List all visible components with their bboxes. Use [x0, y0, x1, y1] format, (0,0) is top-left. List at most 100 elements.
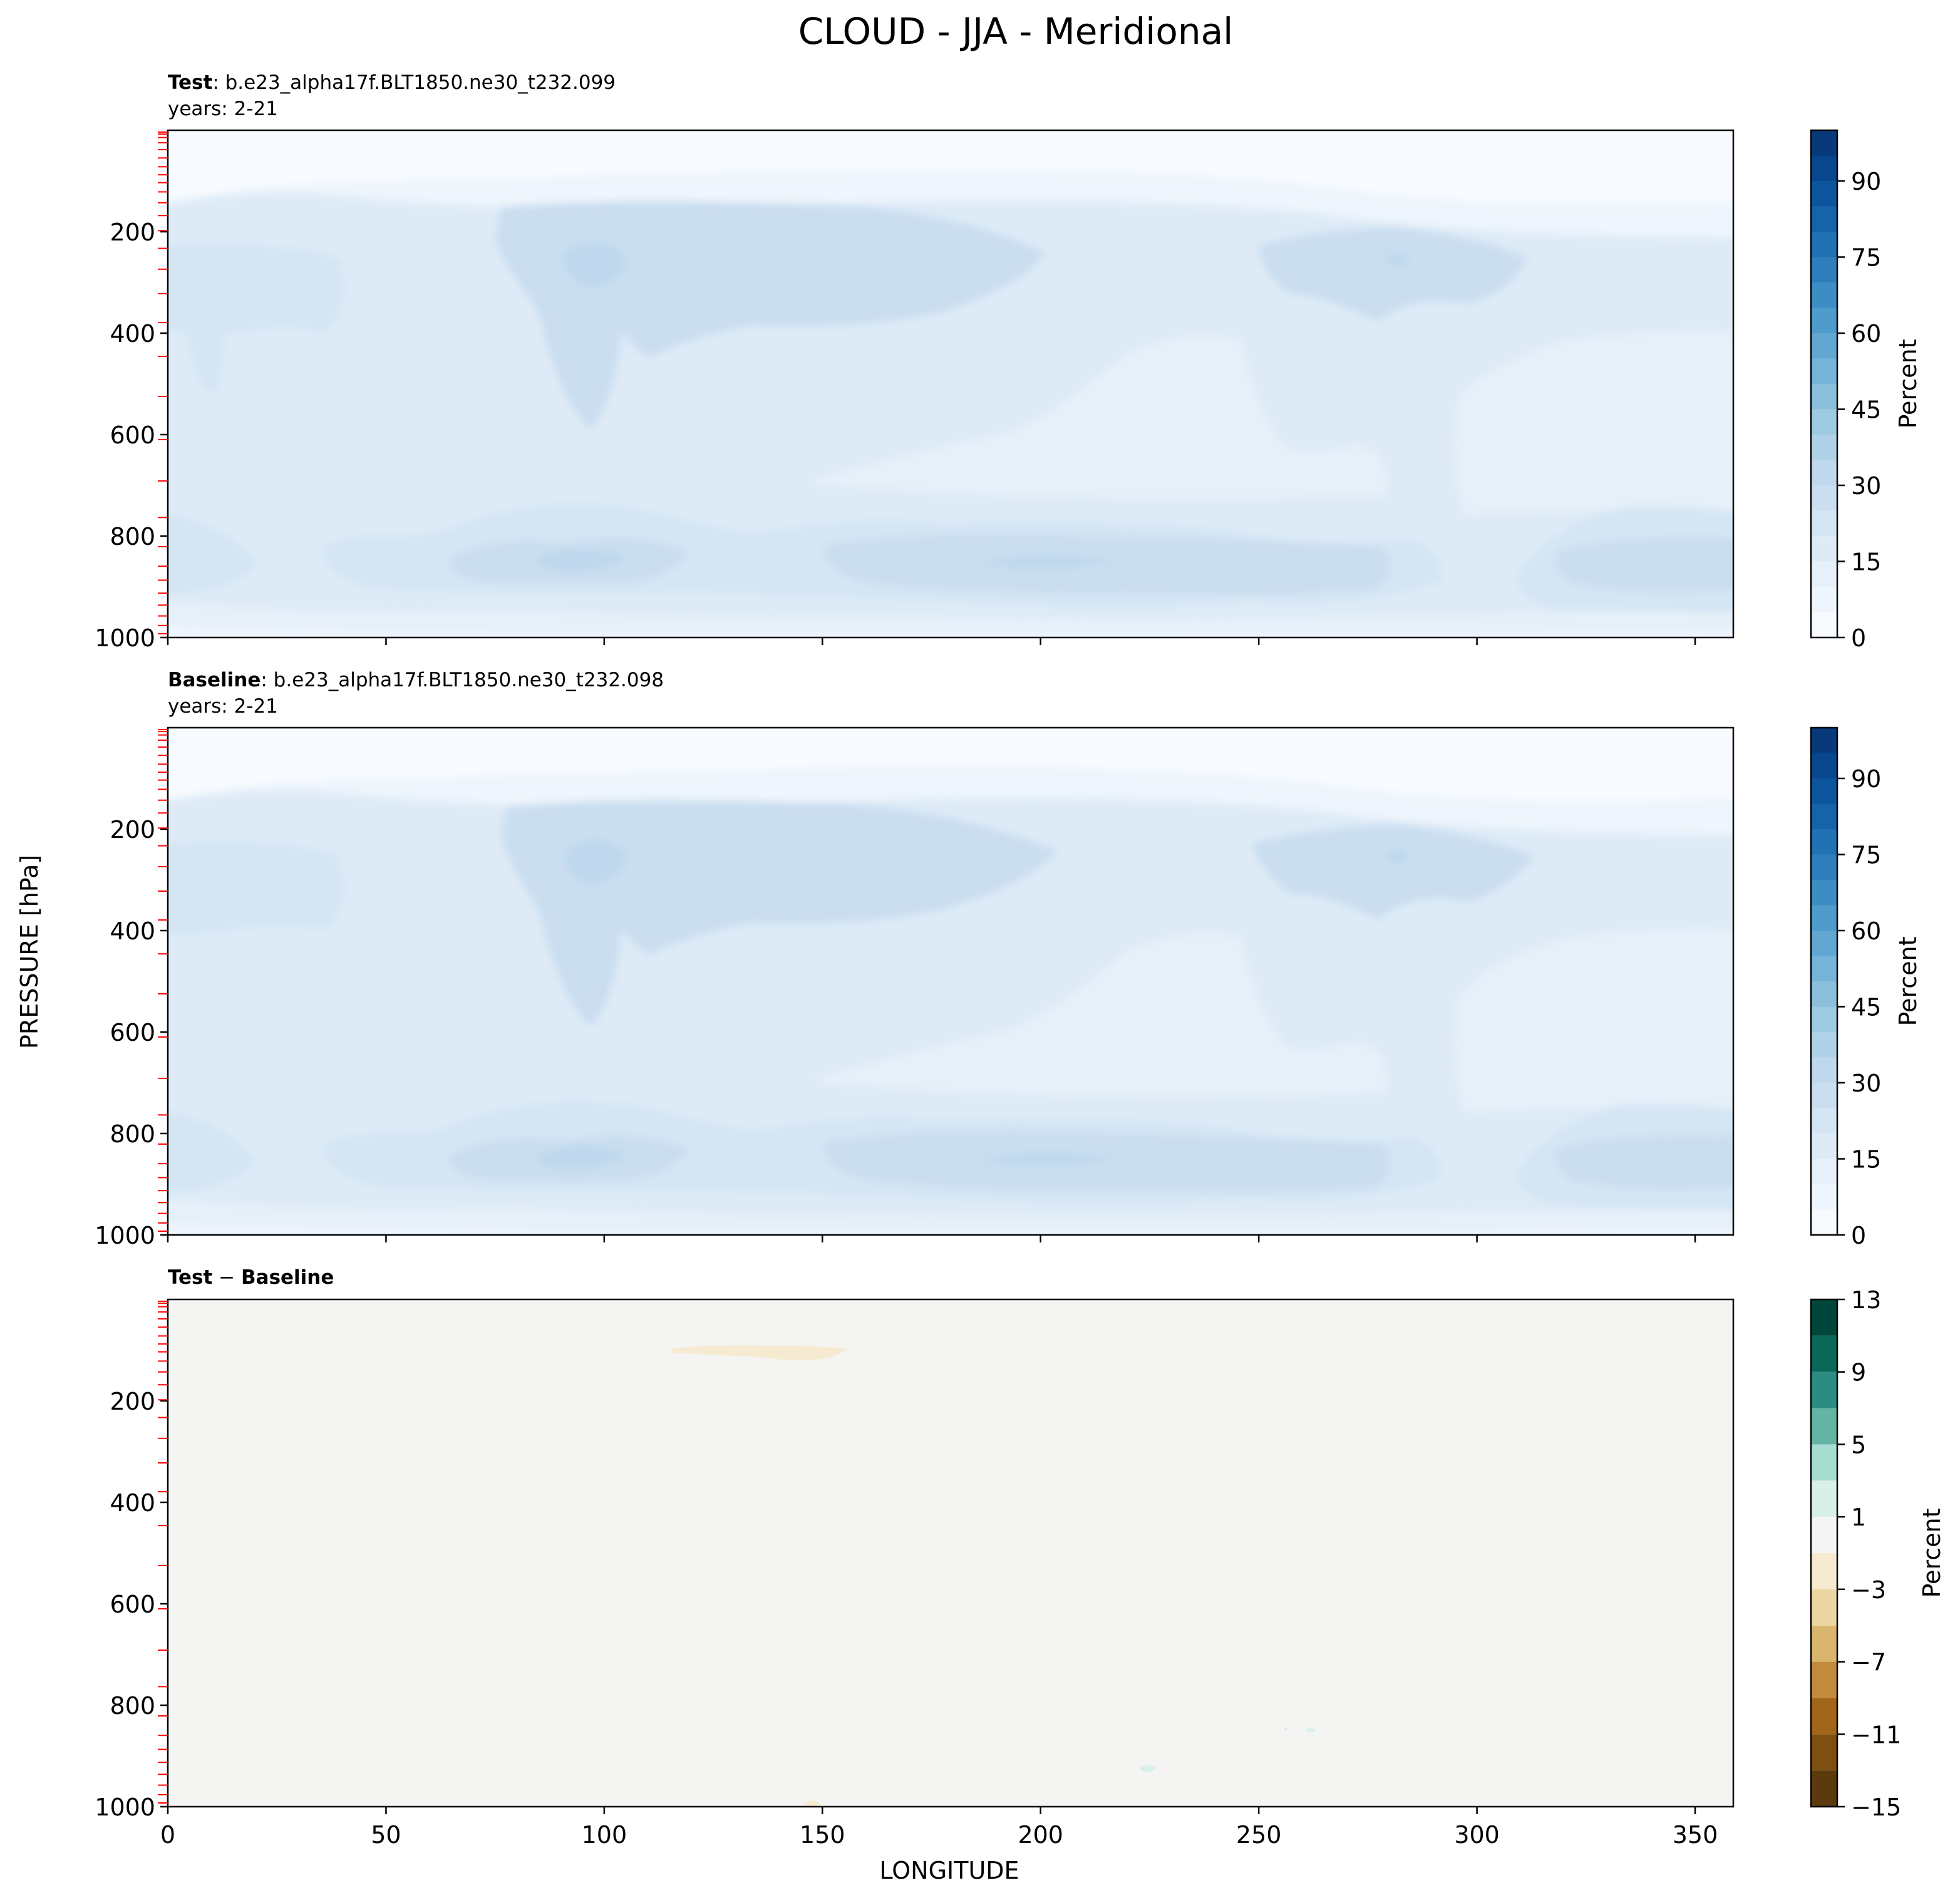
baseline-upper-120E-band — [501, 800, 1058, 1026]
difference-colorbar-band — [1811, 1734, 1837, 1771]
baseline-contours — [168, 728, 1733, 1235]
test-y-ticks: 200 400 600 800 1000 — [95, 219, 168, 652]
difference-x-tick-label: 250 — [1236, 1821, 1282, 1849]
test-title-bold: Test — [168, 71, 213, 94]
difference-colorbar-frame — [1810, 1298, 1839, 1808]
baseline-bl-core-central — [825, 1130, 1390, 1192]
baseline-panel-years: years: 2-21 — [168, 695, 278, 718]
difference-colorbar-band — [1811, 1517, 1837, 1553]
x-axis-label: LONGITUDE — [879, 1857, 1019, 1884]
baseline-colorbar-band — [1811, 1032, 1837, 1058]
difference-colorbar-band — [1811, 1335, 1837, 1372]
baseline-y-tick-label: 200 — [110, 816, 155, 844]
baseline-colorbar-band — [1811, 778, 1837, 804]
test-bl-core-central — [825, 533, 1390, 595]
difference-title-b: Baseline — [241, 1266, 334, 1289]
test-colorbar-band — [1811, 358, 1837, 384]
test-top-layer — [168, 130, 1733, 204]
difference-colorbar-tick-label: −11 — [1851, 1721, 1901, 1748]
test-colorbar-band — [1811, 612, 1837, 638]
test-title-case: : b.e23_alpha17f.BLT1850.ne30_t232.099 — [212, 71, 616, 94]
baseline-pocket-100E-250hPa — [565, 840, 626, 885]
baseline-colorbar-band — [1811, 905, 1837, 931]
baseline-surface-clear — [168, 1224, 1733, 1235]
difference-colorbar-band — [1811, 1625, 1837, 1662]
difference-x-tick-label: 200 — [1018, 1821, 1063, 1849]
baseline-colorbar-tick-label: 90 — [1851, 765, 1881, 793]
difference-panel-title: Test − Baseline — [168, 1266, 334, 1289]
difference-x-tick-label: 350 — [1673, 1821, 1718, 1849]
baseline-y-tick-label: 1000 — [95, 1222, 155, 1249]
difference-x-tick-label: 300 — [1454, 1821, 1500, 1849]
difference-colorbar-band — [1811, 1589, 1837, 1626]
baseline-bl-core-east — [1556, 1135, 1733, 1190]
test-panel-title: Test: b.e23_alpha17f.BLT1850.ne30_t232.0… — [168, 71, 616, 94]
baseline-title-case: : b.e23_alpha17f.BLT1850.ne30_t232.098 — [260, 669, 664, 691]
difference-anomaly-upper-negative — [670, 1345, 847, 1361]
test-colorbar-band — [1811, 155, 1837, 181]
baseline-mid-east-dry-zone — [1455, 930, 1733, 1111]
test-colorbar-band — [1811, 435, 1837, 460]
test-colorbar: 0 15 30 45 60 75 90 Percent — [1810, 129, 1922, 652]
baseline-colorbar-band — [1811, 931, 1837, 956]
baseline-colorbar-label: Percent — [1894, 937, 1922, 1026]
difference-colorbar-tick-label: 5 — [1851, 1431, 1866, 1459]
test-pocket-100E-250hPa — [563, 242, 626, 287]
baseline-colorbar-band — [1811, 854, 1837, 880]
baseline-top-layer — [168, 728, 1733, 801]
difference-colorbar-band — [1811, 1661, 1837, 1698]
baseline-colorbar-band — [1811, 1184, 1837, 1210]
difference-field — [168, 1299, 1733, 1807]
difference-colorbar-tick-label: 13 — [1851, 1286, 1881, 1314]
test-mid-center-dry-zone — [808, 336, 1386, 498]
difference-anomaly-925-positive — [1140, 1765, 1156, 1772]
test-peak-200E-850hPa — [983, 555, 1115, 569]
difference-y-tick-label: 400 — [110, 1489, 155, 1517]
test-colorbar-band — [1811, 282, 1837, 308]
test-colorbar-band — [1811, 206, 1837, 232]
baseline-pocket-280E-250hPa — [1385, 849, 1409, 864]
baseline-colorbar-band — [1811, 1057, 1837, 1083]
difference-colorbar-band — [1811, 1480, 1837, 1517]
difference-y-tick-label: 800 — [110, 1692, 155, 1720]
test-colorbar-tick-label: 75 — [1851, 244, 1881, 272]
baseline-y-tick-label: 800 — [110, 1120, 155, 1148]
test-panel: Test: b.e23_alpha17f.BLT1850.ne30_t232.0… — [95, 71, 1922, 652]
difference-colorbar-band — [1811, 1299, 1837, 1336]
baseline-upper-west-band — [168, 842, 344, 936]
test-upper-270E-band — [1259, 227, 1528, 322]
test-upper-west-band — [168, 244, 344, 392]
baseline-title-bold: Baseline — [168, 669, 260, 691]
test-colorbar-band — [1811, 130, 1837, 156]
difference-title-a: Test — [168, 1266, 213, 1289]
test-y-tick-label: 200 — [110, 219, 155, 246]
baseline-colorbar-tick-label: 60 — [1851, 917, 1881, 945]
difference-colorbar: 13 9 5 1 −3 −7 −11 −15 Percent — [1810, 1286, 1946, 1821]
baseline-colorbar-band — [1811, 829, 1837, 855]
baseline-upper-270E-band — [1252, 824, 1534, 919]
test-model-level-ticks — [158, 131, 168, 635]
test-colorbar-band — [1811, 409, 1837, 435]
difference-y-tick-label: 600 — [110, 1591, 155, 1618]
test-colorbar-band — [1811, 510, 1837, 536]
difference-x-tick-label: 0 — [160, 1821, 175, 1849]
difference-colorbar-tick-label: 1 — [1851, 1504, 1866, 1531]
test-bl-core-east — [1556, 537, 1733, 592]
test-cloud-field — [168, 130, 1733, 638]
y-axis-label: PRESSURE [hPa] — [16, 855, 43, 1049]
baseline-colorbar: 0 15 30 45 60 75 90 Percent — [1810, 726, 1922, 1249]
test-contours — [168, 130, 1733, 638]
test-colorbar-tick-label: 60 — [1851, 320, 1881, 348]
baseline-peak-100E-850hPa — [537, 1145, 626, 1170]
difference-model-level-ticks — [158, 1300, 168, 1804]
test-x-ticks — [167, 638, 1696, 645]
test-colorbar-label: Percent — [1894, 339, 1922, 429]
baseline-colorbar-band — [1811, 956, 1837, 981]
test-colorbar-tick-label: 30 — [1851, 472, 1881, 500]
test-colorbar-tick-label: 15 — [1851, 549, 1881, 576]
test-colorbar-frame — [1810, 129, 1839, 639]
test-surface-layer — [168, 601, 1733, 638]
test-y-tick-label: 800 — [110, 523, 155, 550]
baseline-colorbar-band — [1811, 753, 1837, 778]
